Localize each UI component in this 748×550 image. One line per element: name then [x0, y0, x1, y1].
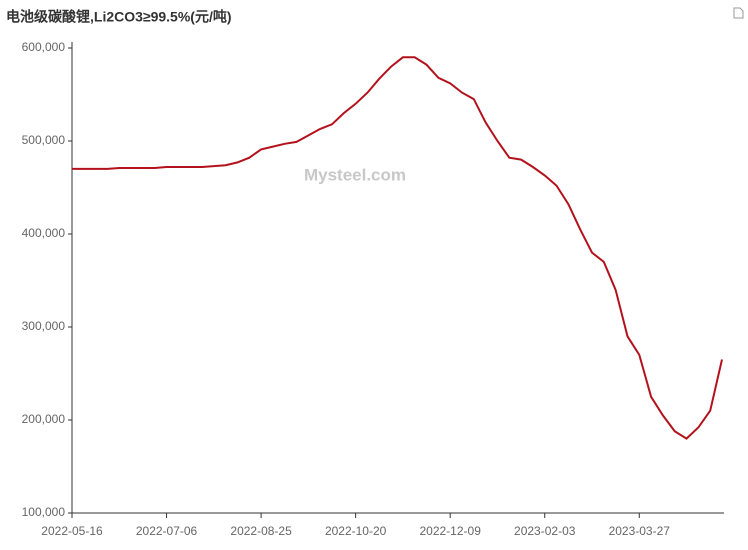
x-tick-label: 2022-12-09 — [419, 524, 481, 538]
x-tick-label: 2022-10-20 — [325, 524, 387, 538]
x-tick-label: 2023-03-27 — [609, 524, 671, 538]
x-tick-label: 2023-02-03 — [514, 524, 576, 538]
x-tick-label: 2022-07-06 — [136, 524, 198, 538]
y-tick-label: 200,000 — [22, 412, 66, 426]
x-tick-label: 2022-08-25 — [230, 524, 292, 538]
line-series — [72, 56, 723, 440]
x-tick-label: 2022-05-16 — [41, 524, 103, 538]
y-tick-label: 300,000 — [22, 319, 66, 333]
chart-title: 电池级碳酸锂,Li2CO3≥99.5%(元/吨) — [6, 9, 232, 25]
y-tick-label: 600,000 — [22, 40, 66, 54]
watermark: Mysteel.com — [304, 165, 406, 184]
icon-shape[interactable] — [733, 7, 744, 19]
y-tick-label: 400,000 — [22, 226, 66, 240]
y-tick-label: 100,000 — [22, 505, 66, 519]
y-tick-label: 500,000 — [22, 133, 66, 147]
download-icon[interactable] — [733, 7, 744, 19]
